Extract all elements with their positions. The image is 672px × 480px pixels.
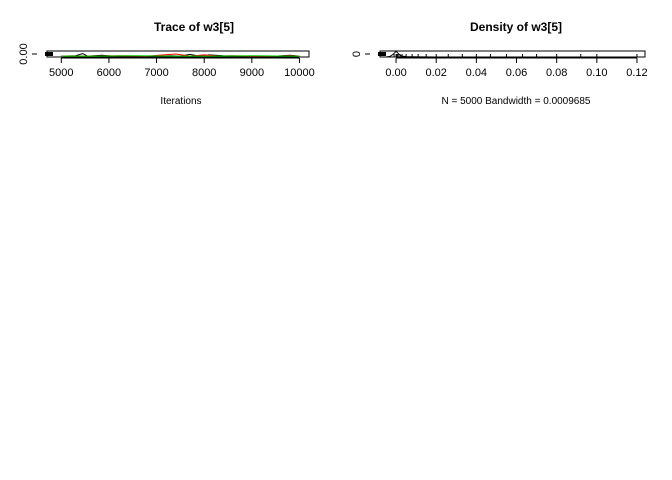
density-left-marker: [378, 52, 386, 56]
trace-panel: Trace of w3[5] 5000 6000 7000 8000 9000 10000…: [18, 20, 315, 107]
trace-x-tick-label: 10000: [284, 67, 315, 79]
density-plot-area: [378, 50, 646, 58]
density-x-tick-label: 0.12: [626, 67, 647, 79]
trace-x-tick-label: 5000: [49, 67, 73, 79]
trace-x-tick-label: 6000: [97, 67, 121, 79]
trace-x-tick-label: 9000: [240, 67, 264, 79]
density-x-axis-label: N = 5000 Bandwidth = 0.0009685: [441, 96, 590, 107]
density-x-axis: 0.00 0.02 0.04 0.06 0.08 0.10 0.12: [385, 57, 648, 79]
trace-x-axis-label: Iterations: [160, 96, 201, 107]
trace-x-axis: 5000 6000 7000 8000 9000 10000: [49, 57, 315, 79]
density-x-tick-label: 0.08: [546, 67, 567, 79]
trace-x-tick-label: 7000: [144, 67, 168, 79]
density-panel: Density of w3[5] 0.00 0.02 0.04 0.06 0.08 0.1…: [351, 20, 648, 107]
trace-y-tick-label: 0.00: [18, 43, 30, 64]
density-y-tick-label: 0: [351, 51, 363, 57]
trace-plot-area: [45, 50, 310, 58]
density-title: Density of w3[5]: [470, 20, 562, 34]
density-plot-frame: [379, 50, 646, 58]
trace-x-tick-label: 8000: [192, 67, 216, 79]
density-x-tick-label: 0.04: [466, 67, 487, 79]
trace-y-axis: 0.00: [18, 43, 37, 65]
density-x-tick-label: 0.00: [385, 67, 406, 79]
density-x-tick-label: 0.06: [506, 67, 527, 79]
density-y-axis: 0: [351, 51, 370, 57]
trace-left-marker: [45, 52, 53, 56]
density-x-tick-label: 0.10: [586, 67, 607, 79]
trace-title: Trace of w3[5]: [154, 20, 234, 34]
density-x-tick-label: 0.02: [426, 67, 447, 79]
